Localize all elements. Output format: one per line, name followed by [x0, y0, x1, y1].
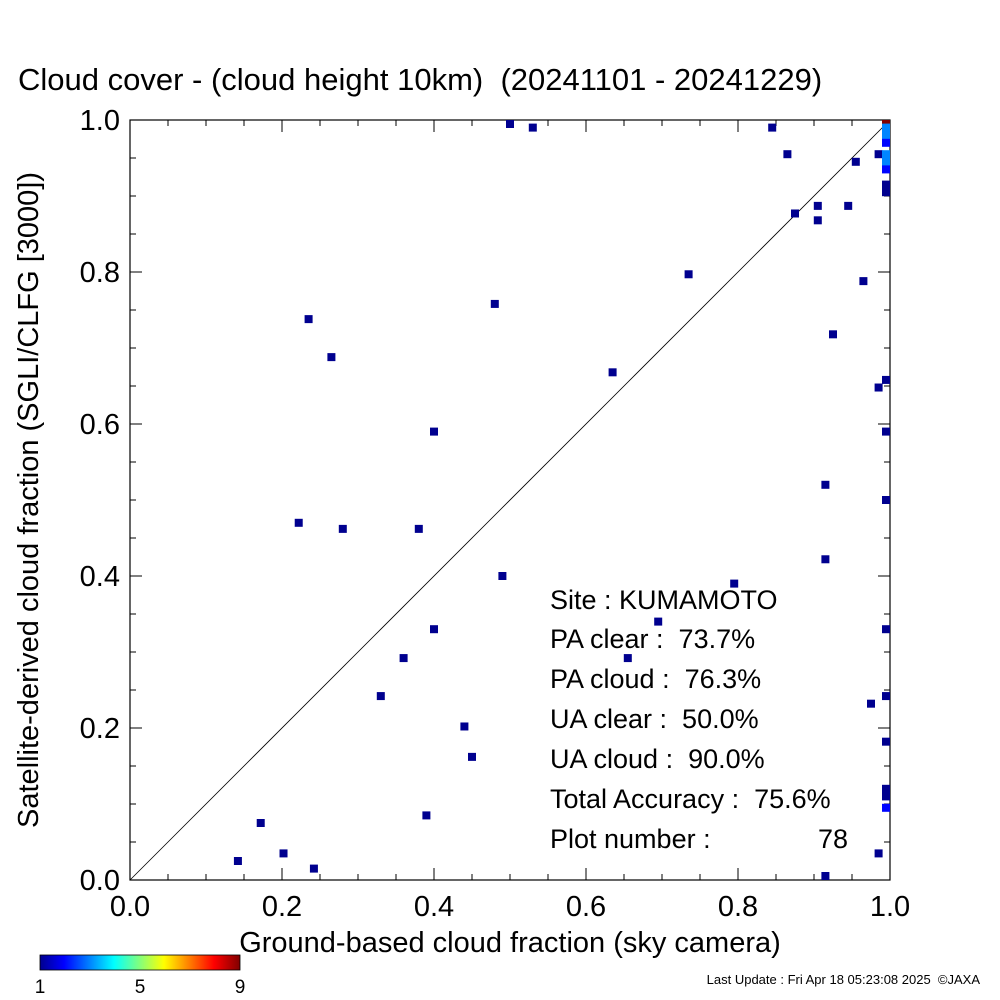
- data-point: [882, 180, 890, 189]
- x-tick-label: 0.0: [110, 891, 150, 923]
- data-point: [623, 654, 632, 663]
- one-to-one-line: [129, 119, 891, 881]
- data-point: [882, 792, 890, 801]
- data-point: [821, 555, 830, 564]
- data-point: [874, 383, 883, 392]
- stat-ua-cloud: UA cloud : 90.0%: [550, 744, 765, 774]
- data-point: [327, 353, 336, 362]
- x-tick-labels: 0.0 0.2 0.4 0.6 0.8 1.0: [110, 891, 910, 923]
- data-point: [294, 518, 303, 527]
- data-point: [490, 299, 499, 308]
- data-point: [867, 699, 875, 708]
- data-point: [882, 784, 890, 793]
- data-point: [882, 123, 890, 132]
- colorbar: 1 5 9: [35, 954, 246, 998]
- colorbar-tick-max: 9: [235, 977, 246, 998]
- data-point: [528, 123, 537, 132]
- data-point: [338, 524, 347, 533]
- data-point: [279, 849, 288, 858]
- data-point: [256, 819, 265, 827]
- data-point: [430, 625, 438, 634]
- x-tick-label: 0.6: [566, 891, 606, 923]
- colorbar-gradient: [39, 954, 241, 971]
- data-point: [874, 849, 883, 858]
- data-point: [684, 270, 693, 279]
- stat-plot-number-label: Plot number :: [550, 824, 711, 854]
- x-tick-label: 0.2: [262, 891, 302, 923]
- y-axis-label: Satellite-derived cloud fraction (SGLI/C…: [13, 172, 45, 828]
- x-tick-label: 1.0: [870, 891, 910, 923]
- data-point: [882, 375, 890, 384]
- stat-plot-number-value: 78: [818, 824, 848, 854]
- stat-pa-clear: PA clear : 73.7%: [550, 624, 755, 654]
- data-point: [468, 752, 476, 761]
- data-point: [882, 131, 890, 140]
- data-point: [304, 315, 313, 324]
- data-point: [882, 150, 890, 159]
- data-point: [882, 737, 890, 746]
- stats-box: Site : KUMAMOTO PA clear : 73.7% PA clou…: [550, 585, 848, 854]
- data-point: [882, 138, 890, 147]
- data-point: [882, 157, 890, 166]
- data-point: [791, 209, 799, 218]
- stat-pa-cloud: PA cloud : 76.3%: [550, 664, 761, 694]
- data-point: [874, 150, 883, 159]
- data-point: [882, 165, 890, 174]
- colorbar-tick-min: 1: [35, 977, 46, 998]
- data-point: [768, 123, 777, 132]
- data-point: [821, 872, 830, 880]
- y-tick-label: 0.8: [80, 257, 120, 289]
- stat-site: Site : KUMAMOTO: [550, 585, 778, 615]
- data-point: [844, 201, 853, 210]
- colorbar-tick-mid: 5: [135, 977, 146, 998]
- data-point: [813, 201, 822, 210]
- data-point: [376, 692, 385, 701]
- x-tick-label: 0.8: [718, 891, 758, 923]
- last-update-footer: Last Update : Fri Apr 18 05:23:08 2025 ©…: [707, 972, 981, 987]
- data-point: [882, 692, 890, 701]
- y-tick-label: 0.2: [80, 713, 120, 745]
- data-point: [460, 722, 469, 731]
- y-tick-label: 0.0: [80, 865, 120, 897]
- data-point: [813, 216, 822, 225]
- data-point: [882, 427, 890, 436]
- data-point: [859, 277, 868, 286]
- data-point: [882, 188, 890, 197]
- stat-total-accuracy: Total Accuracy : 75.6%: [550, 784, 831, 814]
- data-point: [430, 427, 438, 436]
- data-point: [882, 496, 890, 504]
- data-point: [851, 157, 860, 166]
- data-point: [730, 579, 739, 588]
- data-point: [309, 864, 318, 873]
- y-tick-label: 0.4: [80, 561, 120, 593]
- data-point: [783, 150, 792, 159]
- x-axis-label: Ground-based cloud fraction (sky camera): [239, 927, 781, 959]
- y-tick-label: 1.0: [80, 105, 120, 137]
- data-point: [399, 654, 408, 663]
- y-tick-labels: 0.0 0.2 0.4 0.6 0.8 1.0: [80, 105, 120, 897]
- y-tick-label: 0.6: [80, 409, 120, 441]
- data-point: [608, 368, 617, 377]
- data-point: [654, 617, 663, 626]
- x-tick-label: 0.4: [414, 891, 454, 923]
- data-point: [882, 625, 890, 634]
- data-point: [498, 572, 507, 580]
- axis-ticks: [129, 119, 891, 881]
- data-point: [506, 120, 514, 128]
- data-point: [414, 524, 423, 533]
- data-point: [422, 811, 431, 820]
- stat-ua-clear: UA clear : 50.0%: [550, 704, 759, 734]
- chart-title: Cloud cover - (cloud height 10km) (20241…: [18, 62, 822, 97]
- data-point: [233, 857, 242, 865]
- data-points: [233, 120, 890, 880]
- data-point: [821, 480, 830, 489]
- data-point: [829, 330, 837, 339]
- data-point: [882, 803, 890, 812]
